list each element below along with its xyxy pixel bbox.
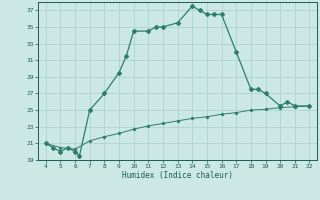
X-axis label: Humidex (Indice chaleur): Humidex (Indice chaleur)	[122, 171, 233, 180]
